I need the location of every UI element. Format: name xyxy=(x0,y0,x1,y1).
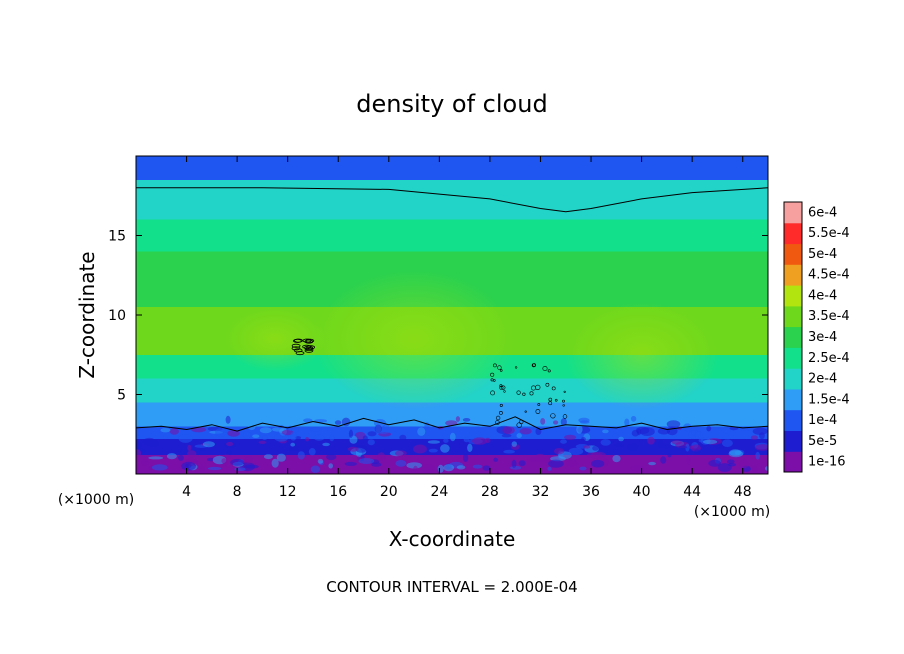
colorbar-frame xyxy=(783,201,803,473)
colorbar-label: 4.5e-4 xyxy=(808,268,850,283)
field-texture xyxy=(136,268,768,473)
colorbar-swatch xyxy=(784,430,802,452)
colorbar-swatch xyxy=(784,388,802,411)
contour-line-upper xyxy=(136,187,768,213)
x-tick-label: 40 xyxy=(633,484,651,500)
colorbar-label: 3.5e-4 xyxy=(808,309,850,324)
x-axis: 4 8 12 16 20 24 28 32 36 40 44 48 xyxy=(182,156,752,500)
colorbar-swatch xyxy=(784,202,802,224)
x-axis-title: X-coordinate xyxy=(389,527,516,551)
colorbar-label: 5.5e-4 xyxy=(808,226,850,241)
colorbar-swatch xyxy=(784,222,802,245)
colorbar-swatch xyxy=(784,305,802,328)
x-tick-label: 44 xyxy=(683,484,701,500)
x-tick-label: 48 xyxy=(734,484,752,500)
y-axis-title: Z-coordinate xyxy=(75,251,99,378)
contour-interval-note: CONTOUR INTERVAL = 2.000E-04 xyxy=(326,578,577,596)
colorbar-label: 1e-16 xyxy=(808,455,846,470)
x-tick-label: 8 xyxy=(233,484,242,500)
y-tick-label: 15 xyxy=(108,229,126,245)
x-tick-label: 28 xyxy=(481,484,499,500)
x-tick-label: 4 xyxy=(182,484,191,500)
colorbar-swatch xyxy=(784,243,802,265)
colorbar-swatch xyxy=(784,326,802,348)
contour-line-lower xyxy=(136,416,768,432)
chart-title: density of cloud xyxy=(356,90,547,118)
colorbar-label: 1.5e-4 xyxy=(808,392,850,407)
plot-area xyxy=(136,156,768,474)
x-unit-label-right: (×1000 m) xyxy=(694,504,770,520)
colorbar-swatch xyxy=(784,264,802,286)
colorbar-swatch xyxy=(784,451,802,473)
x-tick-label: 16 xyxy=(329,484,347,500)
colorbar-label: 3e-4 xyxy=(808,330,837,345)
y-tick-label: 10 xyxy=(108,308,126,324)
colorbar-swatch xyxy=(784,347,802,369)
colorbar-label: 1e-4 xyxy=(808,413,837,428)
y-tick-label: 5 xyxy=(117,388,126,404)
x-tick-label: 36 xyxy=(582,484,600,500)
colorbar-label: 5e-5 xyxy=(808,434,837,449)
colorbar-label: 6e-4 xyxy=(808,205,837,220)
colorbar-label: 5e-4 xyxy=(808,247,837,262)
y-axis: 5 10 15 xyxy=(108,229,768,404)
colorbar-label: 4e-4 xyxy=(808,289,837,304)
x-unit-label-left: (×1000 m) xyxy=(58,492,134,508)
x-tick-label: 20 xyxy=(380,484,398,500)
x-tick-label: 32 xyxy=(532,484,550,500)
x-tick-label: 24 xyxy=(430,484,448,500)
colorbar-swatch xyxy=(784,409,802,431)
colorbar-swatch xyxy=(784,285,802,307)
colorbar-swatch xyxy=(784,368,802,390)
colorbar-label: 2e-4 xyxy=(808,372,837,387)
colorbar-label: 2.5e-4 xyxy=(808,351,850,366)
colorbar: 1e-16 5e-5 1e-4 1.5e-4 2e-4 2.5e-4 3e-4 3.5e-4 4… xyxy=(783,201,850,473)
x-tick-label: 12 xyxy=(279,484,297,500)
